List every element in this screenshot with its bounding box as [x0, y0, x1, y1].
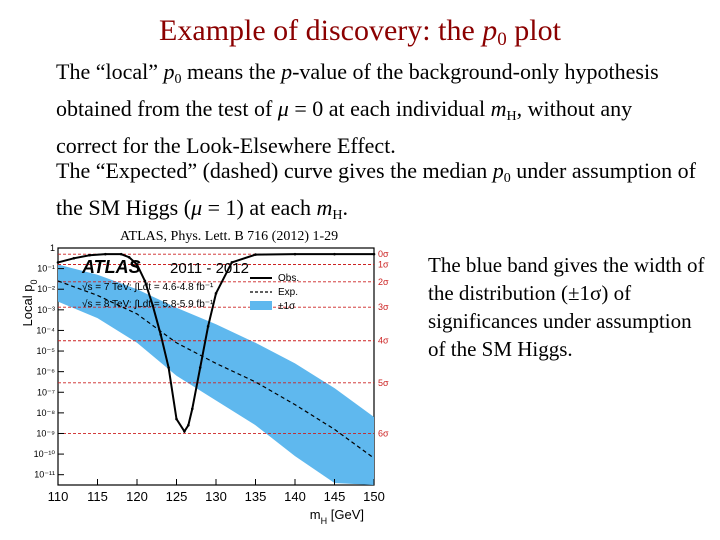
atlas-logo: ATLAS: [81, 257, 141, 277]
p1-var-p2: p: [281, 59, 293, 84]
title-var: p: [482, 14, 498, 47]
observed-point: [56, 261, 60, 264]
expected-curve: [57, 280, 375, 459]
sigma-label: 5σ: [378, 378, 389, 388]
observed-point: [104, 252, 107, 256]
y-tick-label: 10⁻¹: [37, 264, 55, 274]
p2-var-p: p: [492, 158, 504, 183]
x-axis-label: mH [GeV]: [310, 507, 364, 526]
sigma-label: 4σ: [378, 336, 389, 346]
title-post: plot: [506, 14, 561, 47]
lumi-8tev: √s = 8 TeV: ∫Ldt = 5.8-5.9 fb⁻¹: [82, 298, 214, 310]
y-tick-label: 10⁻⁹: [36, 428, 55, 438]
observed-point: [198, 366, 202, 369]
x-tick-label: 125: [166, 489, 188, 504]
observed-point: [167, 366, 170, 369]
sigma-label: 3σ: [378, 302, 389, 312]
title-pre: Example of discovery: the: [159, 14, 483, 47]
x-tick-label: 120: [126, 489, 148, 504]
p2-var-m: m: [316, 195, 333, 220]
observed-point: [88, 253, 91, 257]
y-tick-label: 10⁻⁷: [37, 387, 55, 397]
years-label: 2011 - 2012: [170, 260, 249, 277]
observed-point: [372, 252, 376, 256]
observed-point: [206, 325, 210, 328]
one-sigma-band: [58, 264, 374, 485]
sigma-label: 1σ: [378, 260, 389, 270]
p1-sub-h: H: [506, 109, 517, 124]
p2-text-c: = 1) at each: [202, 195, 317, 220]
y-tick-label: 10⁻¹¹: [34, 470, 55, 480]
paragraph-local-p0: The “local” p0 means the p-value of the …: [56, 57, 696, 160]
lumi-7tev: √s = 7 TeV: ∫Ldt = 4.6-4.8 fb⁻¹: [82, 281, 214, 293]
observed-point: [254, 253, 257, 256]
p1-text-b: means the: [181, 59, 282, 84]
p2-var-mu: μ: [191, 195, 203, 220]
p1-var-mu: μ: [277, 96, 289, 121]
p1-text-e: , without any correct for the Look-Elsew…: [56, 96, 633, 158]
observed-point: [159, 333, 162, 336]
x-tick-label: 140: [284, 489, 306, 504]
y-axis-label: Local p0: [20, 280, 39, 327]
x-axis-label-sub: H: [321, 516, 328, 526]
y-tick-label: 10⁻³: [37, 305, 55, 315]
y-tick-label: 10⁻¹⁰: [34, 449, 56, 459]
sigma-label: 0σ: [378, 249, 389, 259]
y-tick-label: 10⁻²: [37, 284, 55, 294]
p2-text-b: under assumption of the SM Higgs (: [56, 158, 696, 220]
y-tick-label: 10⁻⁴: [36, 325, 55, 335]
x-axis-label-unit: [GeV]: [327, 507, 364, 522]
observed-point: [191, 407, 194, 411]
p2-text-a: The “Expected” (dashed) curve gives the …: [56, 158, 493, 183]
observed-point: [119, 252, 123, 256]
sigma-label: 6σ: [378, 428, 389, 438]
observed-point: [135, 263, 139, 266]
legend-obs-label: Obs.: [278, 273, 299, 284]
p2-sub-h: H: [332, 208, 343, 223]
p1-text-c: -value of the background-only hypothesis…: [56, 59, 659, 121]
citation: ATLAS, Phys. Lett. B 716 (2012) 1-29: [120, 229, 339, 244]
observed-point: [183, 430, 186, 433]
x-tick-label: 135: [245, 489, 267, 504]
side-note: The blue band gives the width of the dis…: [428, 253, 705, 361]
legend-band-swatch: [250, 301, 272, 310]
observed-point: [214, 292, 218, 295]
x-tick-label: 115: [87, 489, 108, 504]
observed-point: [230, 261, 234, 264]
observed-point: [175, 417, 178, 421]
sigma-label: 2σ: [378, 277, 389, 287]
p1-text-d: = 0 at each individual: [288, 96, 491, 121]
slide-title: Example of discovery: the p0 plot: [0, 14, 720, 51]
observed-point: [143, 279, 147, 283]
legend-band-label: ±1σ: [278, 301, 296, 312]
x-tick-label: 130: [205, 489, 227, 504]
y-axis-label-sub: 0: [29, 280, 39, 285]
x-tick-label: 110: [48, 489, 69, 504]
paragraph-expected: The “Expected” (dashed) curve gives the …: [56, 156, 696, 230]
observed-point: [151, 304, 155, 308]
x-tick-label: 150: [363, 489, 385, 504]
y-tick-label: 10⁻⁸: [36, 408, 55, 418]
p1-sub-0: 0: [174, 72, 182, 87]
observed-point: [72, 257, 76, 260]
x-tick-label: 145: [324, 489, 346, 504]
p2-text-d: .: [342, 195, 349, 220]
title-sub: 0: [497, 29, 507, 50]
p1-text-a: The “local”: [56, 59, 164, 84]
y-tick-label: 10⁻⁶: [37, 367, 56, 377]
observed-point: [333, 252, 336, 256]
legend-exp-label: Exp.: [278, 287, 298, 298]
p2-sub-0: 0: [503, 171, 511, 186]
observed-point: [293, 252, 297, 256]
p1-var-p: p: [163, 59, 175, 84]
p1-var-m: m: [490, 96, 507, 121]
observed-point: [187, 423, 190, 427]
observed-point: [127, 255, 131, 259]
y-tick-label: 1: [50, 243, 55, 253]
y-tick-label: 10⁻⁵: [37, 346, 56, 356]
